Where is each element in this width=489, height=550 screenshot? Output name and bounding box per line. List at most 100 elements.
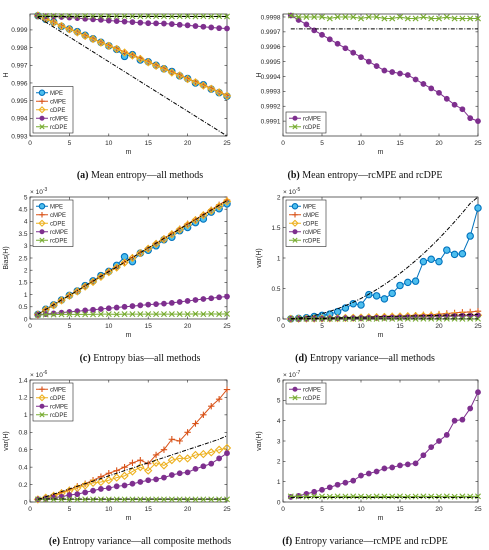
series-rcmpe-point bbox=[334, 481, 341, 488]
x-tick-label: 15 bbox=[396, 506, 404, 513]
series-rcmpe-point bbox=[451, 313, 458, 319]
legend-entry-label: rcDPE bbox=[50, 125, 67, 131]
series-rcmpe-point bbox=[161, 20, 167, 27]
series-rcdpe-point bbox=[389, 493, 396, 500]
series-cdpe-point bbox=[88, 277, 98, 287]
series-rcmpe-point bbox=[358, 54, 364, 61]
series-rcmpe-point bbox=[224, 450, 230, 457]
series-cdpe-point bbox=[80, 481, 90, 490]
series-rcdpe-point bbox=[208, 496, 215, 503]
x-tick-label: 10 bbox=[105, 323, 113, 330]
y-tick-label: 1 bbox=[277, 255, 281, 262]
y-tick-label: 0.997 bbox=[11, 63, 28, 70]
series-rcdpe-point bbox=[334, 315, 341, 322]
series-rcmpe-point bbox=[176, 21, 183, 28]
series-rcdpe-point bbox=[303, 493, 310, 500]
series-rcmpe-point bbox=[373, 468, 380, 475]
series-rcmpe-point bbox=[200, 296, 207, 302]
legend-swatch-marker bbox=[292, 386, 298, 392]
series-cdpe-point bbox=[120, 471, 129, 481]
caption-d-text: Entropy variance—all methods bbox=[309, 353, 435, 364]
series-rcmpe-point bbox=[161, 300, 167, 307]
series-rcmpe-point bbox=[451, 417, 458, 424]
legend-swatch-marker bbox=[292, 115, 298, 121]
y-tick-label: 0 bbox=[24, 316, 28, 323]
series-rcmpe-point bbox=[192, 297, 199, 303]
y-tick-label: 0.9994 bbox=[261, 74, 281, 81]
series-cmpe-point bbox=[184, 429, 191, 436]
series-rcdpe-point bbox=[200, 496, 207, 503]
series-mpe-point bbox=[411, 277, 420, 285]
series-rcmpe-point bbox=[137, 302, 144, 309]
caption-c-letter: (c) bbox=[79, 353, 91, 364]
series-rcdpe-point bbox=[451, 493, 458, 500]
series-rcdpe-point bbox=[420, 493, 427, 500]
series-rcmpe-point bbox=[168, 472, 175, 478]
series-cdpe-point bbox=[112, 473, 121, 482]
series-rcdpe-point bbox=[90, 496, 97, 503]
series-rcdpe-point bbox=[216, 496, 223, 503]
series-rcdpe-point bbox=[342, 493, 349, 500]
series-rcdpe-point bbox=[475, 15, 481, 22]
series-rcmpe-point bbox=[184, 22, 191, 29]
series-rcmpe-point bbox=[475, 118, 481, 125]
y-tick-label: 1 bbox=[277, 479, 281, 486]
legend-swatch-marker bbox=[38, 106, 46, 114]
series-cdpe-point bbox=[199, 81, 208, 90]
series-rcdpe-point bbox=[295, 315, 302, 322]
series-cdpe-point bbox=[120, 48, 129, 57]
series-rcmpe-point bbox=[129, 480, 136, 487]
y-axis-label: var(H) bbox=[256, 248, 263, 267]
series-cdpe-point bbox=[183, 74, 192, 84]
series-rcmpe-point bbox=[216, 25, 223, 32]
series-rcmpe-point bbox=[216, 294, 223, 301]
y-tick-label: 2 bbox=[277, 459, 281, 466]
series-mpe-point bbox=[427, 255, 435, 263]
series-rcmpe-point bbox=[176, 470, 183, 477]
legend-entry-label: rcDPE bbox=[50, 413, 67, 419]
caption-b: (b) Mean entropy—rcMPE and rcDPE bbox=[245, 170, 485, 181]
series-rcmpe-point bbox=[129, 19, 136, 26]
caption-f-text: Entropy variance—rcMPE and rcDPE bbox=[294, 536, 448, 547]
series-rcmpe-point bbox=[428, 444, 435, 450]
series-cdpe-point bbox=[104, 41, 113, 51]
series-cdpe-point bbox=[214, 445, 224, 454]
y-axis-label: H bbox=[3, 72, 10, 77]
series-rcmpe-point bbox=[168, 299, 175, 306]
x-axis-label: m bbox=[126, 149, 132, 156]
series-cdpe-point bbox=[96, 477, 106, 487]
x-tick-label: 25 bbox=[474, 323, 482, 330]
series-cdpe-point bbox=[175, 71, 184, 80]
series-rcmpe-point bbox=[121, 18, 128, 25]
series-cdpe-point bbox=[175, 225, 184, 234]
series-rcmpe-point bbox=[381, 67, 388, 74]
series-rcdpe-point bbox=[129, 311, 136, 318]
series-cdpe-point bbox=[167, 455, 177, 465]
series-rcmpe-point bbox=[451, 101, 458, 108]
series-rcmpe-point bbox=[82, 307, 89, 314]
x-tick-label: 15 bbox=[145, 140, 153, 147]
legend-entry-label: cMPE bbox=[303, 213, 319, 219]
series-rcmpe-point bbox=[208, 24, 215, 31]
series-cdpe-point bbox=[183, 220, 192, 229]
series-rcdpe-point bbox=[129, 13, 136, 20]
series-rcdpe-point bbox=[74, 311, 81, 318]
legend-swatch-marker bbox=[39, 403, 45, 409]
series-rcmpe-point bbox=[311, 488, 318, 495]
series-rcmpe-point bbox=[397, 70, 403, 77]
series-rcmpe-point bbox=[373, 63, 380, 69]
series-rcdpe-point bbox=[365, 13, 372, 20]
series-rcdpe-point bbox=[326, 315, 333, 322]
legend-entry-label: cMPE bbox=[50, 99, 66, 105]
y-tick-label: 1 bbox=[24, 292, 28, 299]
series-rcmpe-point bbox=[412, 460, 419, 467]
series-rcdpe-point bbox=[428, 315, 435, 322]
series-rcmpe-point bbox=[467, 405, 474, 412]
legend-entry-label: MPE bbox=[50, 91, 63, 97]
y-exponent-label: × 10-3 bbox=[30, 187, 48, 196]
series-rcdpe-point bbox=[34, 12, 41, 19]
chart-2: 0 5 10 15 20 25 0.9991 0.9992 0.9993 0.9994 0.9995… bbox=[256, 12, 482, 156]
y-tick-label: 1.4 bbox=[18, 377, 27, 384]
series-cmpe-point bbox=[215, 395, 223, 403]
series-rcdpe-point bbox=[287, 12, 294, 19]
